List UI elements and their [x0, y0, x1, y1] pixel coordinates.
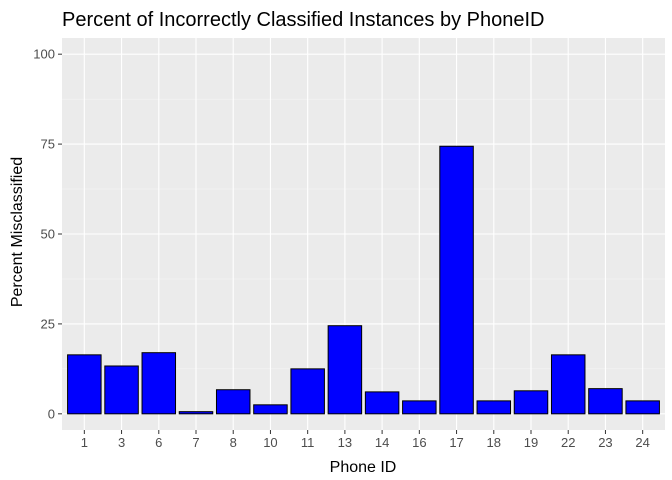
bar-13	[327, 325, 363, 415]
y-axis-ticks: 0 25 50 75 100	[33, 47, 62, 421]
x-tick-label: 18	[487, 435, 501, 450]
y-tick-label: 0	[48, 406, 55, 421]
x-tick-label: 23	[598, 435, 612, 450]
bar-14	[364, 391, 400, 415]
bar-23	[588, 388, 623, 415]
bar-7	[178, 411, 214, 415]
bar-22	[550, 354, 586, 415]
x-tick-label: 8	[230, 435, 237, 450]
y-tick-label: 75	[41, 137, 55, 152]
x-tick-label: 17	[449, 435, 463, 450]
y-tick-label: 50	[41, 227, 55, 242]
x-tick-label: 22	[561, 435, 575, 450]
bar-11	[290, 368, 325, 415]
x-tick-label: 19	[524, 435, 538, 450]
x-tick-label: 24	[635, 435, 649, 450]
x-tick-label: 1	[81, 435, 88, 450]
bar-16	[402, 400, 437, 415]
bar-8	[215, 389, 251, 415]
x-tick-label: 14	[375, 435, 389, 450]
x-tick-label: 13	[338, 435, 352, 450]
x-axis-title: Phone ID	[330, 459, 397, 476]
bar-19	[513, 390, 549, 415]
bars	[67, 145, 660, 415]
x-tick-label: 7	[192, 435, 199, 450]
x-tick-label: 6	[155, 435, 162, 450]
x-tick-label: 11	[301, 435, 315, 450]
x-axis-ticks: 1 3 6 7 8 10 11 13 14 16 17 18 19 22 23 24	[81, 430, 650, 450]
x-tick-label: 16	[412, 435, 426, 450]
bar-17	[439, 145, 474, 415]
y-tick-label: 100	[33, 47, 55, 62]
x-tick-label: 3	[118, 435, 125, 450]
bar-18	[476, 400, 512, 415]
y-axis-title: Percent Misclassified	[9, 157, 26, 307]
bar-3	[104, 365, 139, 415]
bar-10	[253, 404, 288, 415]
bar-24	[625, 400, 660, 415]
y-tick-label: 25	[41, 316, 55, 331]
x-tick-label: 10	[263, 435, 277, 450]
chart-title: Percent of Incorrectly Classified Instan…	[62, 9, 544, 31]
bar-6	[141, 352, 177, 415]
bar-1	[67, 354, 102, 415]
